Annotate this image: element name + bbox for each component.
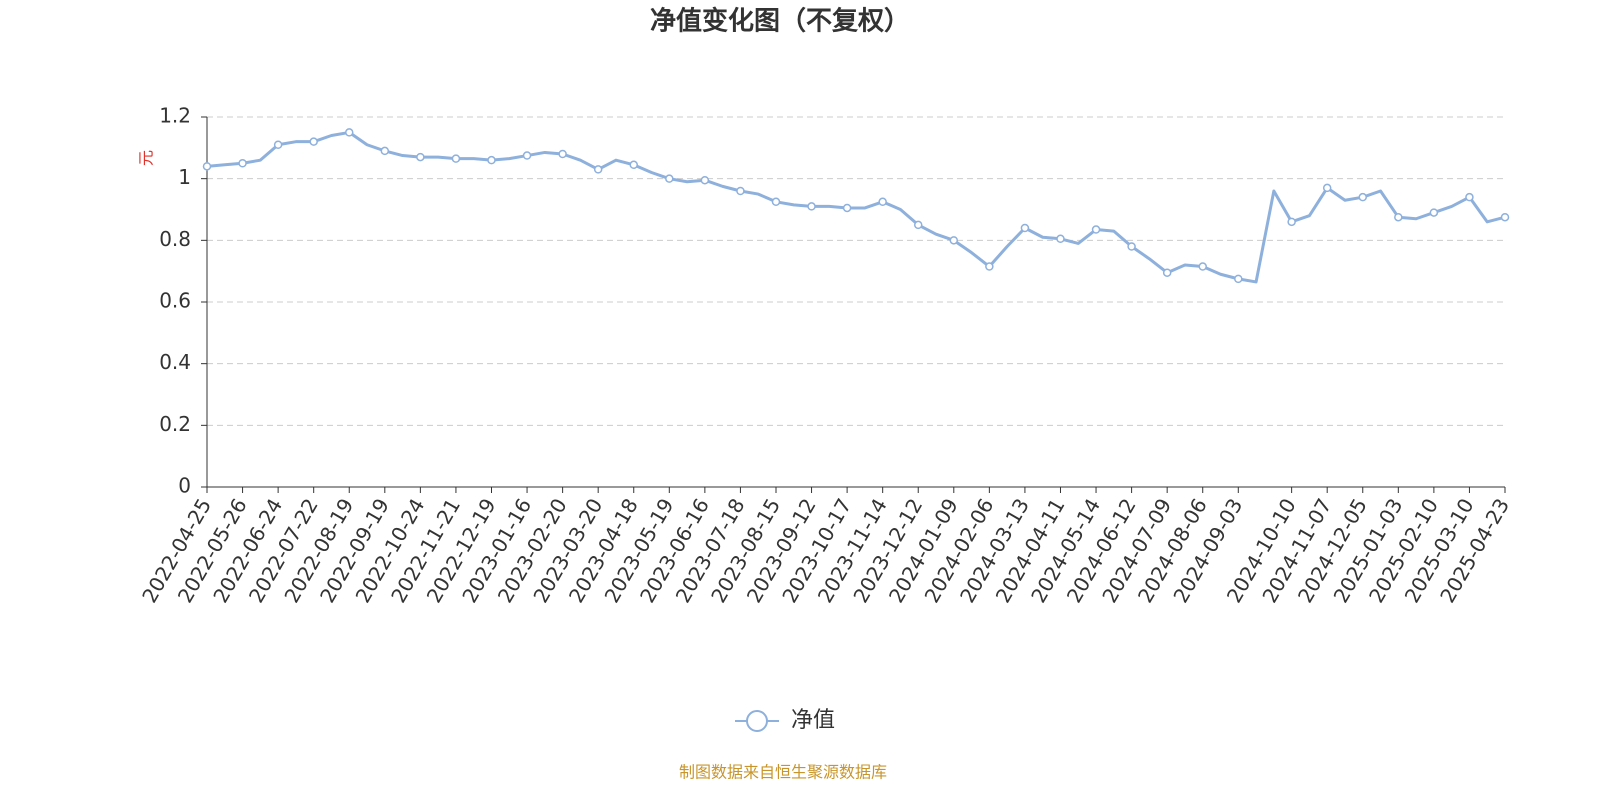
data-point <box>949 236 959 245</box>
data-point <box>238 159 247 168</box>
data-point <box>736 186 745 196</box>
series-line <box>206 130 1506 284</box>
data-point <box>1394 212 1403 222</box>
data-point <box>1020 223 1030 233</box>
y-tick-label: 0.8 <box>159 227 191 251</box>
y-tick-label: 0.4 <box>159 350 191 374</box>
chart-title: 净值变化图（不复权） <box>650 6 910 37</box>
y-tick-label: 0.6 <box>159 289 191 313</box>
data-point <box>771 197 781 207</box>
data-point <box>309 137 318 146</box>
y-tick-label: 1 <box>178 165 191 189</box>
data-point <box>451 154 461 163</box>
data-point <box>665 174 674 183</box>
y-tick-label: 0.2 <box>159 412 191 436</box>
data-point <box>522 151 532 160</box>
data-point <box>1322 183 1332 193</box>
data-point <box>1287 217 1296 227</box>
data-point <box>1234 274 1243 284</box>
data-point <box>202 162 212 171</box>
data-point <box>487 155 496 165</box>
data-point <box>1056 234 1065 244</box>
data-point <box>913 220 923 230</box>
legend-marker <box>746 710 768 732</box>
data-point <box>273 140 283 149</box>
data-point <box>344 128 354 137</box>
legend-label: 净值 <box>791 708 835 733</box>
data-point <box>1162 268 1172 277</box>
y-tick-label: 0 <box>178 474 191 498</box>
data-point <box>558 149 567 159</box>
data-point <box>878 197 887 207</box>
data-point <box>1465 192 1474 202</box>
data-point <box>629 160 638 170</box>
data-point <box>1127 242 1136 251</box>
data-point <box>985 262 994 271</box>
data-point <box>842 203 852 213</box>
y-tick-label: 1.2 <box>159 104 191 128</box>
data-point <box>700 175 710 185</box>
data-point <box>807 202 816 211</box>
data-point <box>1091 225 1101 234</box>
y-axis-label: 元 <box>137 150 156 166</box>
data-point <box>593 165 603 174</box>
data-point <box>416 152 425 162</box>
source-note: 制图数据来自恒生聚源数据库 <box>679 763 887 782</box>
data-point <box>1358 192 1368 202</box>
data-point <box>1429 208 1439 217</box>
data-point <box>1198 262 1207 271</box>
data-point <box>380 146 390 156</box>
data-point <box>1500 212 1510 222</box>
